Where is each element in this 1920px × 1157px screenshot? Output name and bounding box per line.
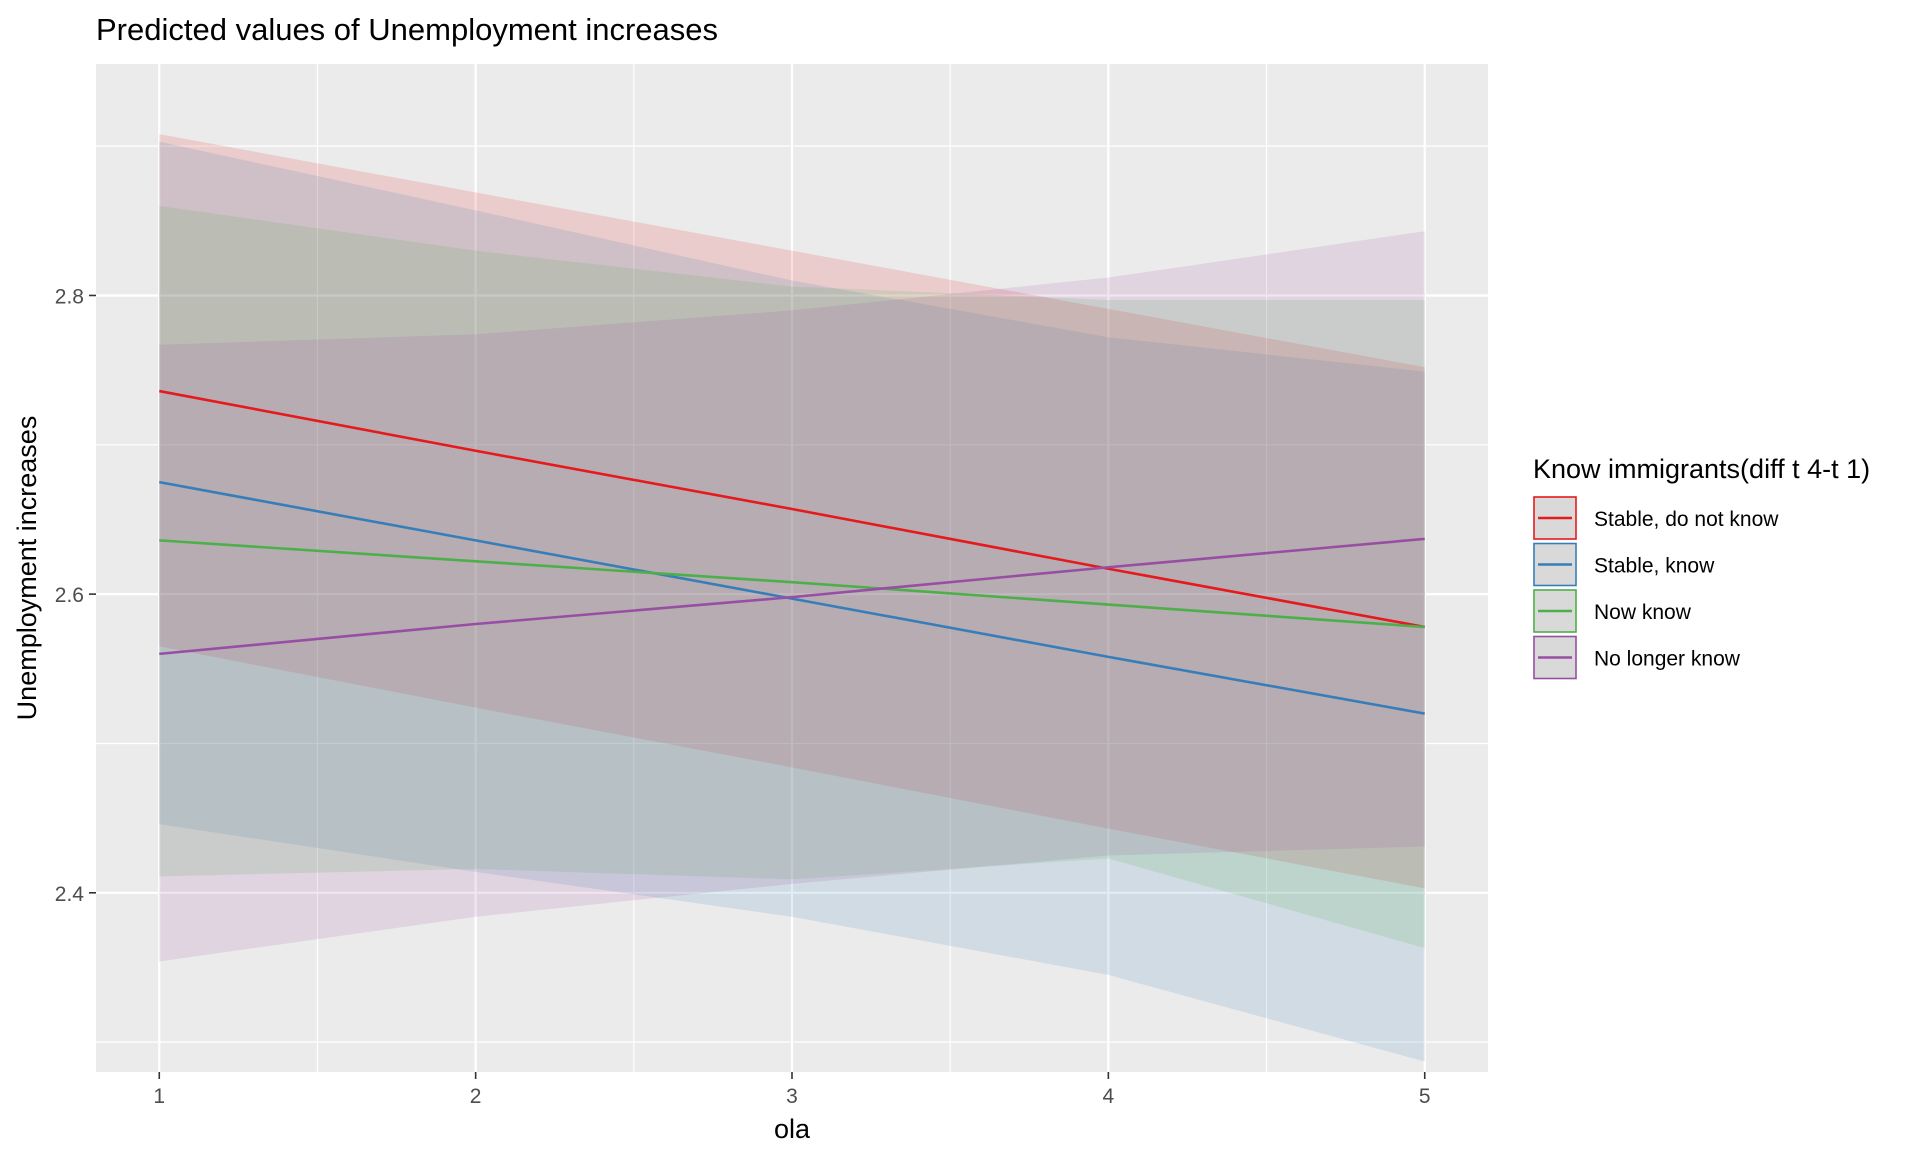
x-tick-label: 2 [470,1085,482,1108]
y-axis: 2.4 2.6 2.8 [55,285,96,906]
y-tick-label: 2.6 [55,584,84,607]
x-tick-label: 1 [153,1085,165,1108]
x-tick-label: 5 [1419,1085,1431,1108]
line-series-4 [159,537,1425,656]
x-axis: 1 2 3 4 5 [153,1072,1431,1108]
legend-item: Now know [1533,589,1692,633]
x-tick-label: 3 [786,1085,798,1108]
ribbon-series-2 [159,141,1425,1062]
chart-title: Predicted values of Unemployment increas… [96,12,718,47]
y-axis-label: Unemployment increases [12,416,42,721]
ribbon-series-3 [159,205,1425,949]
x-tick-label: 4 [1103,1085,1115,1108]
x-axis-label: ola [774,1114,811,1144]
legend-item: No longer know [1533,635,1741,680]
line-series-2 [159,480,1425,715]
legend-label: Now know [1594,601,1692,624]
line-series-3 [159,539,1425,629]
series-lines [159,389,1425,715]
ribbon-series-1 [159,134,1425,889]
legend-title: Know immigrants(diff t 4-t 1) [1533,454,1870,484]
legend-item: Stable, know [1533,542,1715,587]
legend-items: Stable, do not know Stable, know Now know N… [1533,496,1779,680]
legend-label: Stable, do not know [1594,508,1779,531]
y-tick-label: 2.8 [55,285,84,308]
legend-label: No longer know [1594,648,1741,671]
y-tick-label: 2.4 [55,883,85,906]
grid-major [96,64,1488,1072]
line-series-1 [159,389,1425,629]
legend: Know immigrants(diff t 4-t 1) Stable, do… [1533,454,1870,680]
legend-item: Stable, do not know [1533,496,1779,540]
legend-label: Stable, know [1594,555,1715,578]
